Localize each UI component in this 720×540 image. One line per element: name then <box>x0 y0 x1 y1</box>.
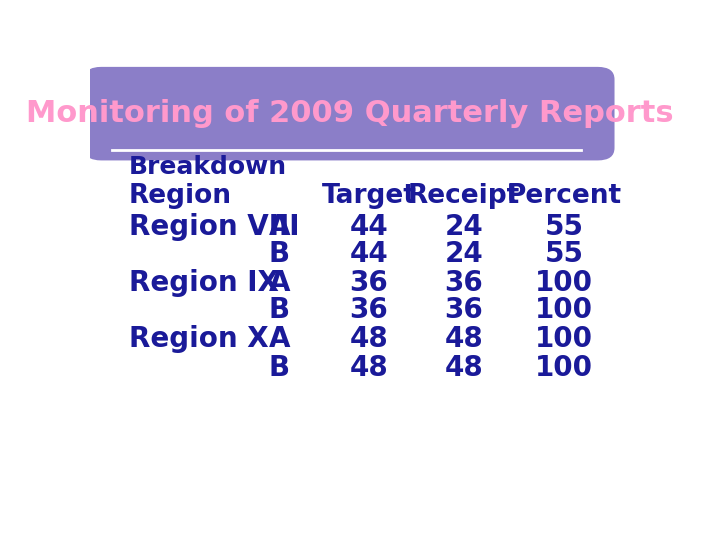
Text: Region IX: Region IX <box>129 269 279 297</box>
Text: B: B <box>269 354 289 382</box>
Text: Region: Region <box>129 183 232 209</box>
Text: 24: 24 <box>444 240 483 268</box>
Text: 100: 100 <box>535 325 593 353</box>
Text: B: B <box>269 240 289 268</box>
Text: Monitoring of 2009 Quarterly Reports: Monitoring of 2009 Quarterly Reports <box>26 99 673 128</box>
Text: 44: 44 <box>350 213 388 241</box>
Text: Region X: Region X <box>129 325 269 353</box>
Text: 36: 36 <box>350 296 388 324</box>
Text: Target: Target <box>322 183 416 209</box>
Text: A: A <box>269 213 290 241</box>
Text: A: A <box>269 269 290 297</box>
Text: 55: 55 <box>545 240 584 268</box>
Text: A: A <box>269 325 290 353</box>
Text: 100: 100 <box>535 354 593 382</box>
Text: 44: 44 <box>350 240 388 268</box>
Text: 36: 36 <box>444 296 483 324</box>
Text: 48: 48 <box>444 354 483 382</box>
Text: Receipt: Receipt <box>408 183 520 209</box>
Text: Percent: Percent <box>507 183 622 209</box>
Text: 36: 36 <box>350 269 388 297</box>
FancyBboxPatch shape <box>79 57 660 489</box>
Text: 55: 55 <box>545 213 584 241</box>
Text: 100: 100 <box>535 269 593 297</box>
Text: Breakdown: Breakdown <box>129 154 287 179</box>
Text: 48: 48 <box>350 354 388 382</box>
Text: Region VIII: Region VIII <box>129 213 300 241</box>
FancyBboxPatch shape <box>84 67 615 160</box>
Text: 36: 36 <box>444 269 483 297</box>
Text: 24: 24 <box>444 213 483 241</box>
Text: 48: 48 <box>350 325 388 353</box>
Text: B: B <box>269 296 289 324</box>
Text: 48: 48 <box>444 325 483 353</box>
Text: 100: 100 <box>535 296 593 324</box>
